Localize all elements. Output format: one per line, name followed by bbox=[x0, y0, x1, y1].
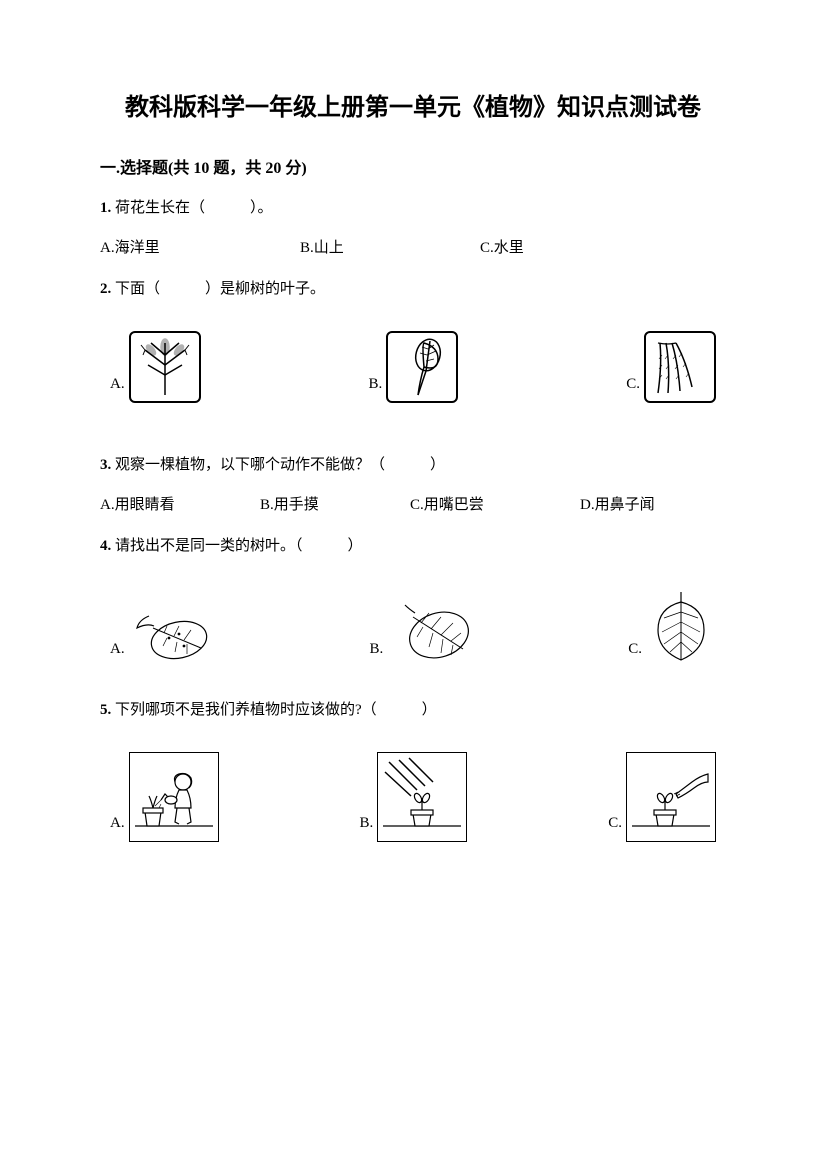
q3-opt-c: C.用嘴巴尝 bbox=[410, 493, 580, 514]
q2-label-b: B. bbox=[369, 376, 383, 393]
q2-text: 下面（ ）是柳树的叶子。 bbox=[115, 281, 325, 297]
question-4: 4. 请找出不是同一类的树叶。（ ） bbox=[100, 534, 726, 558]
q1-options: A.海洋里 B.山上 C.水里 bbox=[100, 236, 726, 257]
q5-label-a: A. bbox=[110, 815, 125, 832]
q2-opt-c: C. bbox=[626, 331, 716, 403]
q5-opt-b: B. bbox=[360, 752, 468, 842]
q1-opt-c: C.水里 bbox=[480, 236, 640, 257]
page-title: 教科版科学一年级上册第一单元《植物》知识点测试卷 bbox=[100, 90, 726, 126]
q3-num: 3. bbox=[100, 457, 111, 473]
q5-label-c: C. bbox=[608, 815, 622, 832]
q4-opt-c: C. bbox=[628, 588, 716, 668]
leaf-a-icon bbox=[129, 598, 219, 668]
q4-label-c: C. bbox=[628, 641, 642, 658]
q2-opt-a: A. bbox=[110, 331, 201, 403]
leaf-b-icon bbox=[387, 593, 477, 668]
sunlight-plant-icon bbox=[377, 752, 467, 842]
touching-plant-icon bbox=[626, 752, 716, 842]
q5-opt-c: C. bbox=[608, 752, 716, 842]
q1-opt-a: A.海洋里 bbox=[100, 236, 300, 257]
q5-label-b: B. bbox=[360, 815, 374, 832]
q1-text: 荷花生长在（ ）。 bbox=[115, 200, 273, 216]
q4-opt-b: B. bbox=[370, 593, 478, 668]
q5-image-options: A. bbox=[100, 752, 726, 842]
q1-opt-b: B.山上 bbox=[300, 236, 480, 257]
q4-label-a: A. bbox=[110, 641, 125, 658]
q3-options: A.用眼睛看 B.用手摸 C.用嘴巴尝 D.用鼻子闻 bbox=[100, 493, 726, 514]
leaf-c-icon bbox=[646, 588, 716, 668]
q2-image-options: A. B. bbox=[100, 331, 726, 403]
question-3: 3. 观察一棵植物，以下哪个动作不能做？（ ） bbox=[100, 453, 726, 477]
q4-opt-a: A. bbox=[110, 598, 219, 668]
q2-label-a: A. bbox=[110, 376, 125, 393]
question-5: 5. 下列哪项不是我们养植物时应该做的?（ ） bbox=[100, 698, 726, 722]
q4-text: 请找出不是同一类的树叶。（ ） bbox=[115, 538, 363, 554]
q5-text: 下列哪项不是我们养植物时应该做的?（ ） bbox=[115, 702, 437, 718]
q4-image-options: A. B. C. bbox=[100, 588, 726, 668]
question-1: 1. 荷花生长在（ ）。 bbox=[100, 196, 726, 220]
q4-num: 4. bbox=[100, 538, 111, 554]
q2-opt-b: B. bbox=[369, 331, 459, 403]
maple-leaf-icon bbox=[129, 331, 201, 403]
q3-opt-b: B.用手摸 bbox=[260, 493, 410, 514]
simple-leaf-icon bbox=[386, 331, 458, 403]
q2-label-c: C. bbox=[626, 376, 640, 393]
q1-num: 1. bbox=[100, 200, 111, 216]
q3-opt-d: D.用鼻子闻 bbox=[580, 493, 655, 514]
watering-plant-icon bbox=[129, 752, 219, 842]
question-2: 2. 下面（ ）是柳树的叶子。 bbox=[100, 277, 726, 301]
q3-opt-a: A.用眼睛看 bbox=[100, 493, 260, 514]
willow-leaf-icon bbox=[644, 331, 716, 403]
q5-opt-a: A. bbox=[110, 752, 219, 842]
q3-text: 观察一棵植物，以下哪个动作不能做？（ ） bbox=[115, 457, 445, 473]
q2-num: 2. bbox=[100, 281, 111, 297]
q4-label-b: B. bbox=[370, 641, 384, 658]
q5-num: 5. bbox=[100, 702, 111, 718]
section-header: 一.选择题(共 10 题，共 20 分) bbox=[100, 154, 726, 178]
